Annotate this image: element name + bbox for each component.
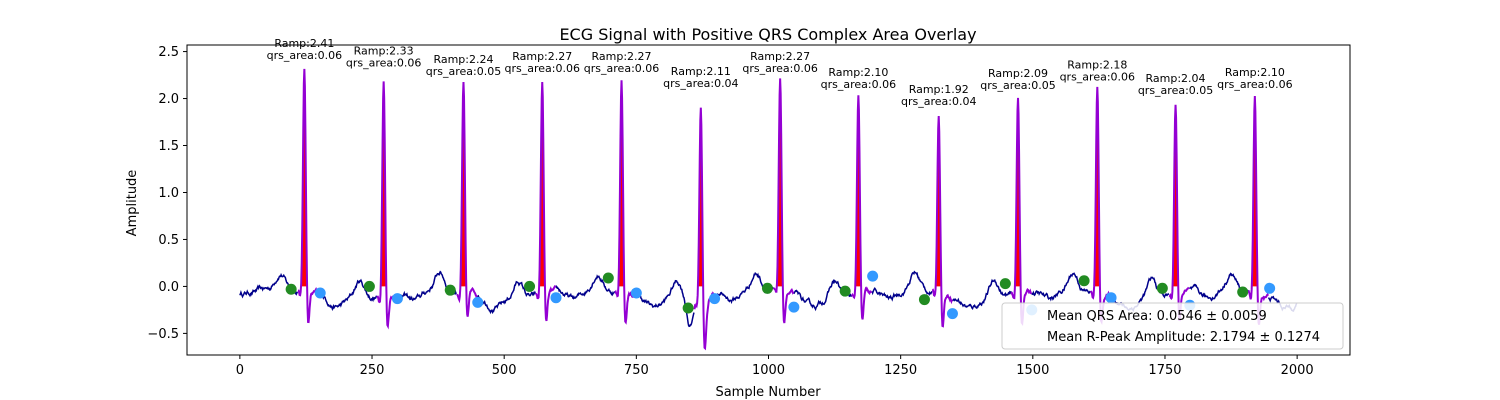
qrs-segment-line xyxy=(931,115,953,328)
qrs-segment-line xyxy=(535,81,557,322)
qrs-area-label: qrs_area:0.05 xyxy=(1138,84,1213,97)
qrs-area-label: qrs_area:0.06 xyxy=(742,62,817,75)
q-point-marker xyxy=(1237,286,1249,298)
s-point-marker xyxy=(630,287,642,299)
qrs-area-label: qrs_area:0.04 xyxy=(901,95,976,108)
y-tick-label: 0.0 xyxy=(158,280,179,295)
r-amp-label: Ramp:2.10 xyxy=(828,66,888,79)
x-axis: 0 250 500 750 1000 1250 1500 1750 2000 xyxy=(236,355,1314,378)
r-amp-label: Ramp:2.24 xyxy=(433,53,493,66)
s-point-marker xyxy=(788,301,800,313)
x-tick-label: 0 xyxy=(236,363,244,378)
qrs-area-label: qrs_area:0.06 xyxy=(1060,71,1135,84)
s-point-marker xyxy=(472,296,484,308)
x-tick-label: 1250 xyxy=(884,363,917,378)
y-tick-label: 1.0 xyxy=(158,186,179,201)
qrs-segment-line xyxy=(456,82,478,317)
x-tick-label: 750 xyxy=(624,363,649,378)
s-point-marker xyxy=(946,308,958,320)
q-point-marker xyxy=(363,280,375,292)
r-amp-label: Ramp:2.27 xyxy=(512,50,572,63)
y-tick-label: −0.5 xyxy=(147,327,179,342)
y-tick-label: 2.0 xyxy=(158,92,179,107)
y-axis-label: Amplitude xyxy=(125,170,140,237)
r-amp-label: Ramp:2.04 xyxy=(1146,72,1206,85)
r-amp-label: Ramp:1.92 xyxy=(909,83,969,96)
r-amp-label: Ramp:2.09 xyxy=(988,67,1048,80)
qrs-area-label: qrs_area:0.06 xyxy=(267,49,342,62)
plot-area xyxy=(239,68,1298,351)
s-point-marker xyxy=(1105,292,1117,304)
qrs-area-label: qrs_area:0.06 xyxy=(584,62,659,75)
q-point-marker xyxy=(761,282,773,294)
qrs-segment-line xyxy=(851,95,872,320)
r-amp-label: Ramp:2.10 xyxy=(1225,66,1285,79)
qrs-segment-line xyxy=(772,78,795,324)
qrs-segment-line xyxy=(297,68,318,324)
qrs-area-label: qrs_area:0.06 xyxy=(346,57,421,70)
s-point-marker xyxy=(314,287,326,299)
qrs-area-label: qrs_area:0.06 xyxy=(1217,78,1292,91)
qrs-area-label: qrs_area:0.05 xyxy=(980,79,1055,92)
x-tick-label: 1000 xyxy=(752,363,785,378)
x-tick-label: 2000 xyxy=(1281,363,1314,378)
q-point-marker xyxy=(918,294,930,306)
x-tick-label: 500 xyxy=(492,363,517,378)
qrs-area-label: qrs_area:0.06 xyxy=(821,78,896,91)
q-point-marker xyxy=(602,272,614,284)
qrs-area-label: qrs_area:0.06 xyxy=(505,62,580,75)
x-axis-label: Sample Number xyxy=(715,385,821,400)
r-amp-label: Ramp:2.11 xyxy=(671,65,731,78)
q-point-marker xyxy=(524,280,536,292)
legend: Mean QRS Area: 0.0546 ± 0.0059 Mean R-Pe… xyxy=(1001,302,1344,350)
x-tick-label: 250 xyxy=(360,363,385,378)
s-point-marker xyxy=(550,292,562,304)
s-point-marker xyxy=(709,293,721,305)
q-point-marker xyxy=(999,278,1011,290)
r-amp-label: Ramp:2.18 xyxy=(1067,59,1127,72)
q-point-marker xyxy=(1078,275,1090,287)
q-point-marker xyxy=(444,284,456,296)
s-point-marker xyxy=(391,293,403,305)
y-tick-label: 0.5 xyxy=(158,233,179,248)
r-amp-label: Ramp:2.33 xyxy=(354,45,414,58)
r-amp-label: Ramp:2.27 xyxy=(592,50,652,63)
chart-title: ECG Signal with Positive QRS Complex Are… xyxy=(559,25,976,44)
legend-entry-qrs-area: Mean QRS Area: 0.0546 ± 0.0059 xyxy=(1047,309,1267,324)
q-point-marker xyxy=(285,283,297,295)
legend-box xyxy=(1001,302,1344,350)
y-tick-label: 1.5 xyxy=(158,139,179,154)
qrs-area-label: qrs_area:0.04 xyxy=(663,77,738,90)
s-point-marker xyxy=(867,270,879,282)
qrs-area-label: qrs_area:0.05 xyxy=(426,65,501,78)
y-axis: −0.5 0.0 0.5 1.0 1.5 2.0 2.5 xyxy=(147,45,187,342)
r-amp-label: Ramp:2.27 xyxy=(750,50,810,63)
legend-entry-r-peak: Mean R-Peak Amplitude: 2.1794 ± 0.1274 xyxy=(1047,330,1320,345)
x-tick-label: 1750 xyxy=(1148,363,1181,378)
r-amp-label: Ramp:2.41 xyxy=(274,37,334,50)
y-tick-label: 2.5 xyxy=(158,45,179,60)
s-point-marker xyxy=(1264,282,1276,294)
q-point-marker xyxy=(839,285,851,297)
ecg-signal-line xyxy=(239,270,1298,328)
q-point-marker xyxy=(1156,282,1168,294)
q-point-marker xyxy=(682,302,694,314)
x-tick-label: 1500 xyxy=(1016,363,1049,378)
